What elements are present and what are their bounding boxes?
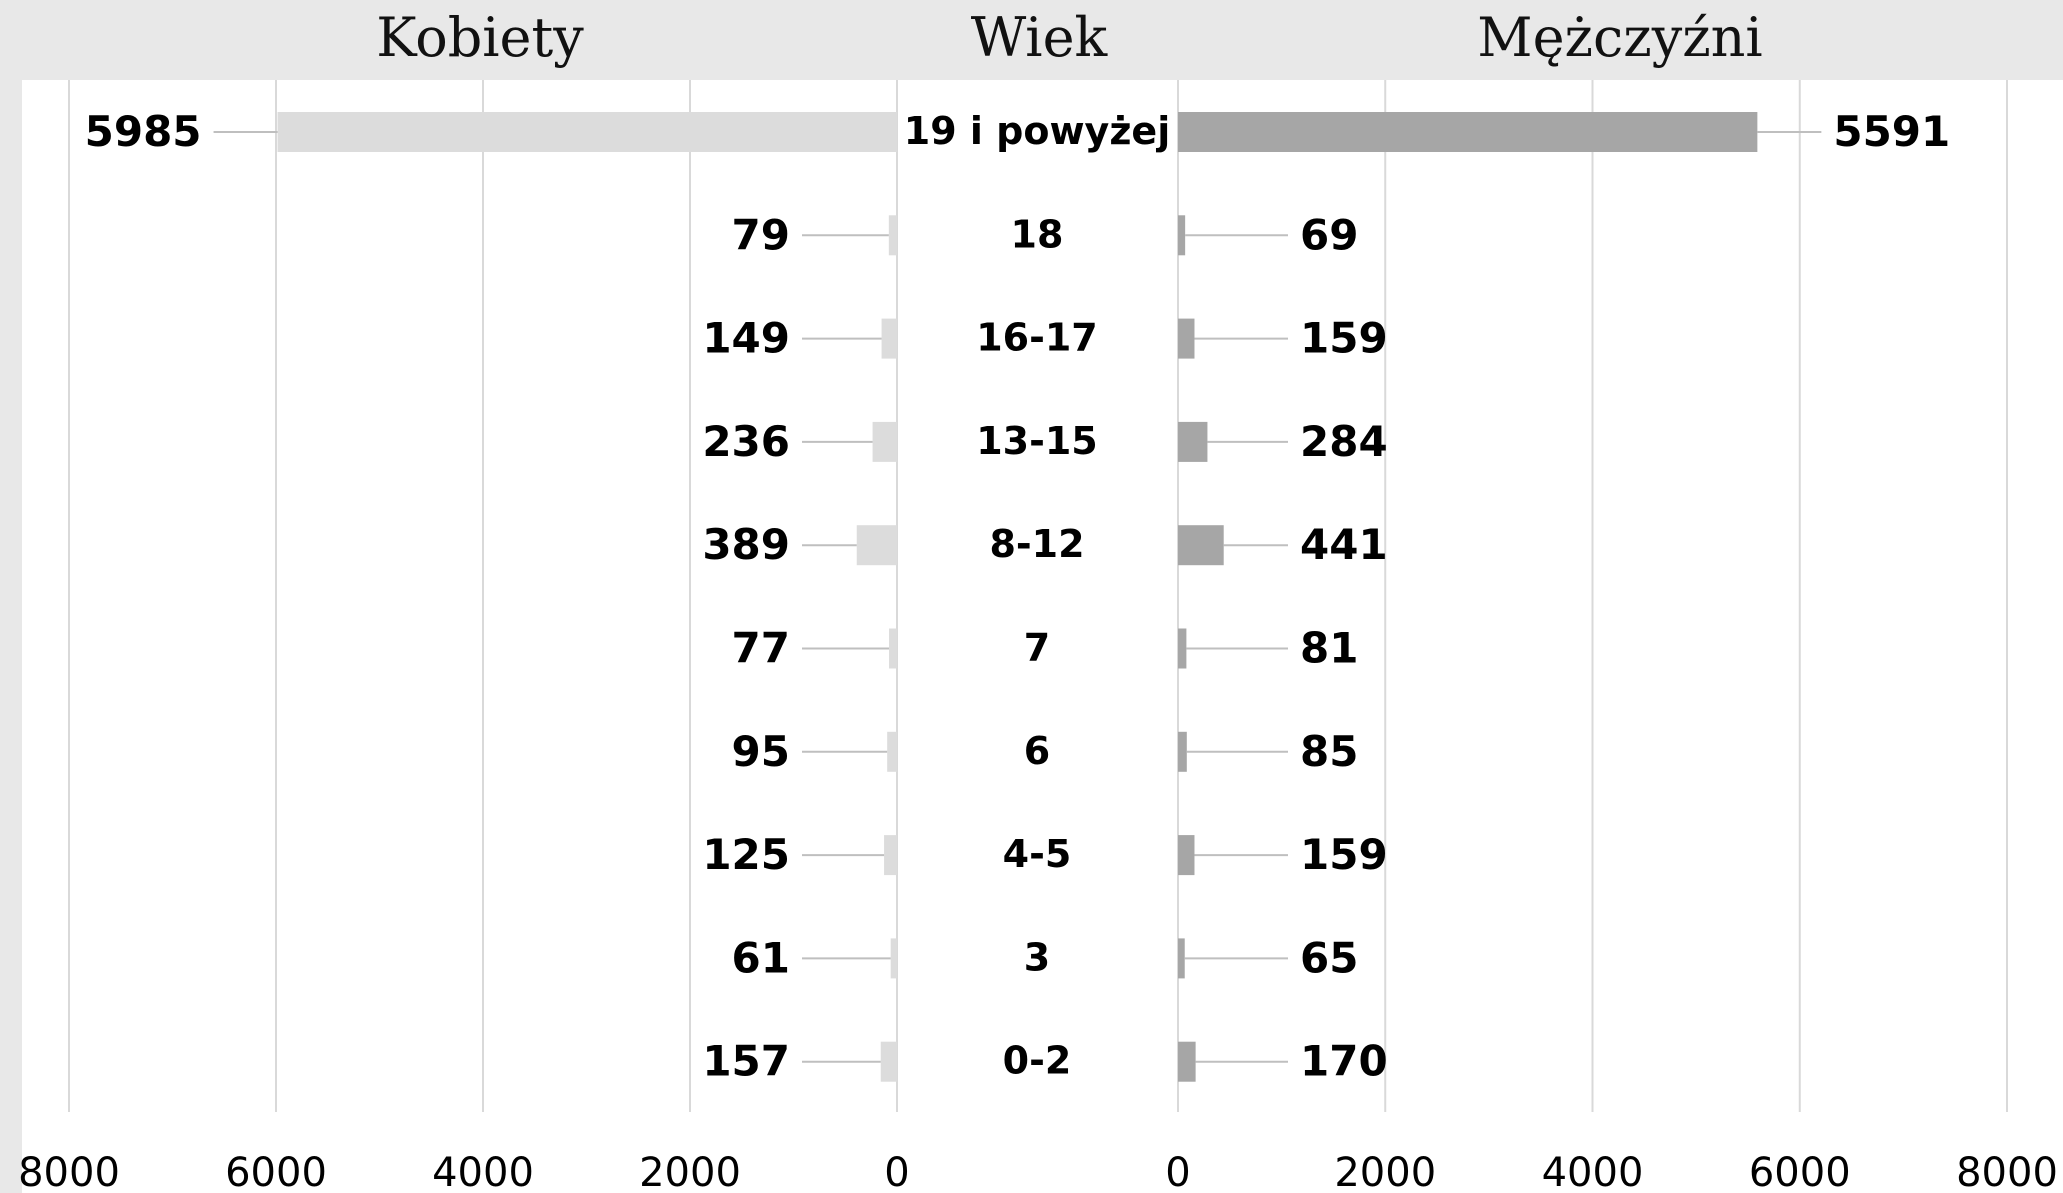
x-tick-label-left: 8000 — [18, 1150, 120, 1193]
bar-men — [1178, 938, 1185, 979]
age-category-label: 8-12 — [989, 522, 1084, 566]
data-label-women: 149 — [702, 314, 790, 363]
age-category-label: 7 — [1024, 626, 1050, 670]
x-tick-label-left: 6000 — [225, 1150, 327, 1193]
data-label-women: 79 — [732, 210, 790, 259]
bar-men — [1178, 731, 1187, 772]
x-tick-label-left: 2000 — [639, 1150, 741, 1193]
x-tick-label-right: 6000 — [1749, 1150, 1851, 1193]
data-label-men: 85 — [1300, 727, 1358, 776]
age-category-label: 4-5 — [1003, 832, 1072, 876]
data-label-men: 65 — [1300, 933, 1358, 982]
age-category-label: 16-17 — [976, 316, 1098, 360]
data-label-men: 284 — [1300, 417, 1388, 466]
data-label-women: 61 — [732, 933, 790, 982]
women-header: Kobiety — [376, 6, 584, 69]
data-label-men: 69 — [1300, 210, 1358, 259]
bar-women — [887, 731, 897, 772]
bar-women — [890, 938, 897, 979]
bar-women — [277, 112, 897, 152]
data-label-women: 236 — [702, 417, 790, 466]
bar-men — [1178, 835, 1195, 876]
age-category-label: 6 — [1024, 729, 1050, 773]
bar-men — [1178, 628, 1187, 669]
bar-men — [1178, 1041, 1196, 1082]
data-label-men: 81 — [1300, 624, 1358, 673]
bar-men — [1178, 525, 1224, 566]
age-category-label: 0-2 — [1003, 1039, 1072, 1083]
age-header: Wiek — [970, 6, 1108, 69]
data-label-men: 159 — [1300, 830, 1388, 879]
age-category-label: 13-15 — [976, 419, 1098, 463]
data-label-women: 5985 — [85, 107, 202, 156]
bar-men — [1178, 318, 1195, 359]
data-label-women: 125 — [702, 830, 790, 879]
men-header: Mężczyźni — [1477, 6, 1763, 69]
data-label-men: 5591 — [1833, 107, 1950, 156]
data-label-men: 170 — [1300, 1037, 1388, 1086]
bar-men — [1178, 112, 1758, 152]
data-label-women: 389 — [702, 520, 790, 569]
data-label-men: 441 — [1300, 520, 1388, 569]
bar-women — [856, 525, 897, 566]
bar-women — [884, 835, 897, 876]
bar-men — [1178, 421, 1208, 462]
bar-women — [889, 628, 897, 669]
age-category-label: 18 — [1011, 212, 1064, 256]
bar-women — [872, 421, 897, 462]
data-label-men: 159 — [1300, 314, 1388, 363]
plot-area — [22, 80, 2063, 1193]
bar-women — [881, 318, 897, 359]
x-tick-label-right: 4000 — [1542, 1150, 1644, 1193]
bar-women — [888, 215, 897, 256]
age-category-label: 19 i powyżej — [904, 109, 1170, 153]
data-label-women: 95 — [732, 727, 790, 776]
x-tick-label-right: 8000 — [1956, 1150, 2058, 1193]
x-tick-label-right: 0 — [1165, 1150, 1190, 1193]
data-label-women: 157 — [702, 1037, 790, 1086]
x-tick-label-left: 0 — [884, 1150, 909, 1193]
bar-men — [1178, 215, 1186, 256]
x-tick-label-left: 4000 — [432, 1150, 534, 1193]
x-tick-label-right: 2000 — [1334, 1150, 1436, 1193]
age-category-label: 3 — [1024, 935, 1050, 979]
bar-women — [880, 1041, 897, 1082]
chart-header: Kobiety Wiek Mężczyźni — [0, 0, 2063, 80]
data-label-women: 77 — [732, 624, 790, 673]
